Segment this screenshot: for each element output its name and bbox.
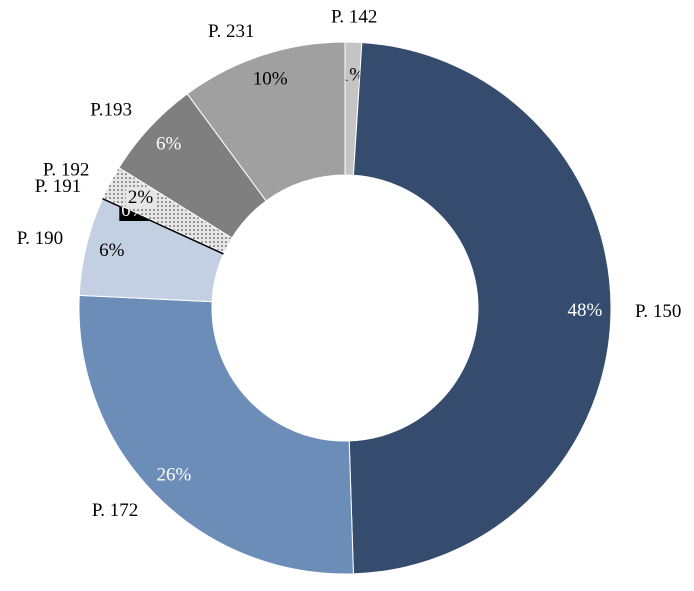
value-label: 2% [128,187,154,208]
category-label: P.193 [90,100,132,121]
category-label: P. 172 [92,500,138,521]
value-label: 10% [253,68,288,89]
category-label: P. 190 [17,228,63,249]
value-label-box [125,186,156,208]
category-label: P. 142 [331,7,377,28]
slice [186,41,346,202]
value-label: 6% [156,134,182,155]
category-label: P. 150 [635,301,681,322]
value-label: 6% [99,240,125,261]
value-label: 1% [340,64,366,85]
value-label: 48% [568,300,603,321]
category-label: P. 191 [35,176,81,197]
slice [348,42,612,575]
slice [78,294,354,575]
category-label: P. 231 [208,21,254,42]
value-label: 26% [157,465,192,486]
category-label: P. 192 [43,159,89,180]
